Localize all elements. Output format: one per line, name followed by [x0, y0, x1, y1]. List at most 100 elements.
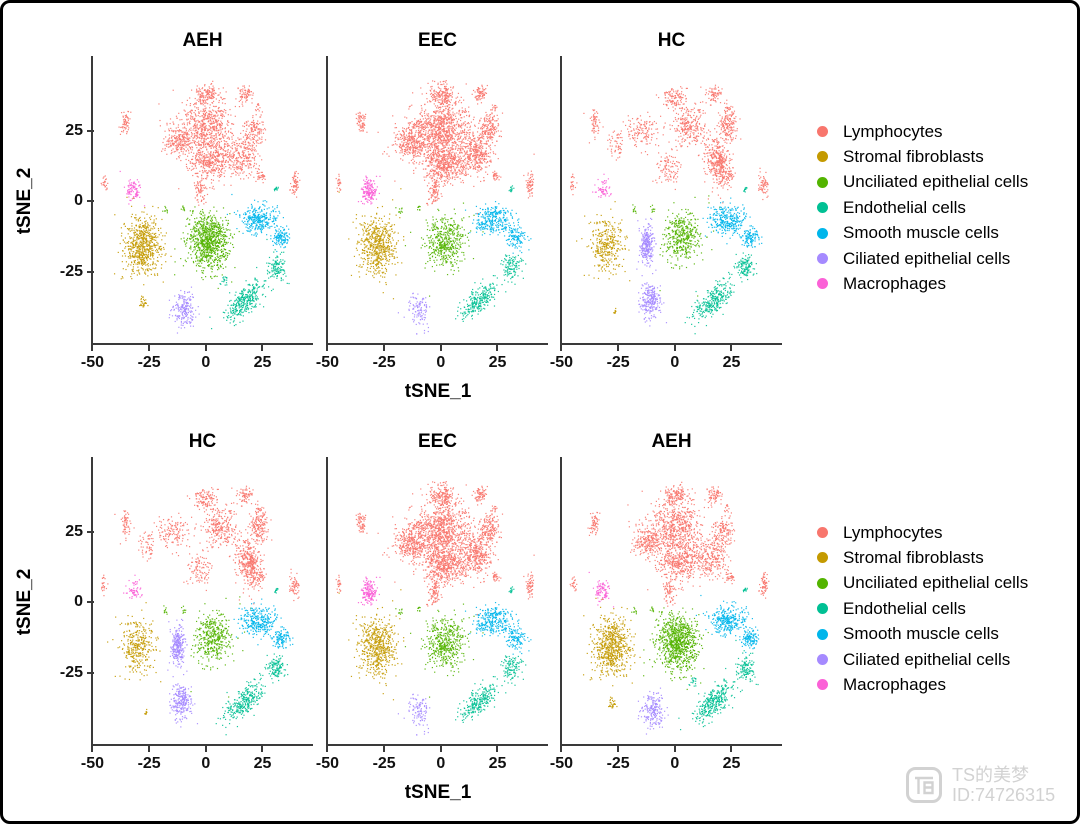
x-tick-label: -50	[315, 755, 340, 772]
legend-label: Stromal fibroblasts	[843, 547, 984, 567]
panel-title-hc: HC	[188, 431, 217, 452]
legend-swatch	[817, 202, 828, 214]
y-tick-mark	[87, 530, 94, 533]
x-tick-mark	[91, 345, 94, 351]
x-tick-label: -25	[372, 755, 396, 772]
watermark-name: TS的美梦	[952, 765, 1030, 785]
x-axis-line	[560, 744, 782, 746]
x-tick-label: 0	[201, 755, 211, 772]
y-axis-label: tSNE_2	[14, 568, 35, 636]
x-tick-label: -50	[549, 354, 574, 371]
x-tick-mark	[261, 345, 264, 351]
panel-title-eec: EEC	[417, 30, 458, 51]
x-tick-label: -50	[80, 354, 105, 371]
legend-label: Smooth muscle cells	[843, 624, 999, 644]
x-tick-label: 0	[201, 354, 211, 371]
tsne-scatter-aeh	[561, 457, 782, 744]
x-tick-label: 25	[488, 755, 507, 772]
panel-title-hc: HC	[657, 30, 686, 51]
y-tick-mark	[87, 200, 94, 202]
x-tick-label: -25	[606, 354, 630, 371]
legend-swatch	[817, 278, 828, 290]
x-tick-mark	[439, 345, 442, 351]
y-tick-label: 25	[65, 522, 83, 540]
legend-label: Endothelial cells	[843, 598, 966, 618]
legend-label: Macrophages	[843, 273, 947, 293]
panel-title-eec: EEC	[417, 431, 458, 452]
legend-swatch	[817, 654, 828, 665]
x-tick-mark	[326, 746, 329, 752]
x-axis-line	[91, 343, 313, 345]
x-tick-mark	[673, 746, 676, 752]
y-tick-mark	[87, 601, 94, 603]
legend-label: Lymphocytes	[843, 522, 943, 542]
x-tick-mark	[326, 345, 329, 351]
x-tick-label: 0	[670, 354, 680, 371]
x-tick-label: -25	[137, 755, 161, 772]
watermark-id: ID:74726315	[952, 785, 1056, 805]
y-tick-label: 0	[74, 593, 83, 610]
x-tick-mark	[148, 746, 151, 752]
y-axis-line	[326, 56, 328, 345]
x-tick-label: 0	[436, 755, 446, 772]
x-tick-label: -50	[549, 755, 574, 772]
x-tick-mark	[560, 746, 563, 752]
legend-label: Lymphocytes	[843, 121, 943, 141]
watermark-logo-icon	[906, 767, 942, 803]
x-tick-label: -25	[372, 354, 396, 371]
x-axis-line	[91, 744, 313, 746]
x-axis-line	[326, 343, 548, 345]
x-axis-line	[326, 744, 548, 746]
legend-label: Endothelial cells	[843, 197, 966, 217]
x-axis-label: tSNE_1	[404, 782, 472, 803]
legend-label: Ciliated epithelial cells	[843, 649, 1011, 669]
tsne-scatter-hc	[561, 56, 782, 343]
y-axis-line	[560, 457, 562, 746]
y-axis-line	[91, 56, 93, 345]
legend-swatch	[817, 151, 828, 163]
x-tick-label: 25	[253, 354, 272, 371]
legend-swatch	[817, 552, 828, 564]
y-tick-mark	[87, 671, 94, 674]
x-tick-mark	[261, 746, 264, 752]
legend-swatch	[817, 577, 828, 589]
y-tick-mark	[87, 270, 94, 273]
tsne-scatter-eec	[327, 56, 548, 343]
tsne-scatter-aeh	[92, 56, 313, 343]
figure-grid: tSNE_2 25 0 -25 tSNE_1 AEH -50 -25 0 25 EEC -50 -25 0…	[3, 3, 1077, 821]
y-axis-label: tSNE_2	[14, 167, 35, 235]
x-tick-mark	[439, 746, 442, 752]
legend-label: Unciliated epithelial cells	[843, 172, 1029, 192]
x-tick-label: 25	[253, 755, 272, 772]
y-tick-mark	[87, 129, 94, 132]
x-tick-mark	[383, 746, 386, 752]
watermark-text: TS的美梦 ID:74726315	[952, 765, 1055, 805]
x-tick-label: 25	[488, 354, 507, 371]
legend-label: Smooth muscle cells	[843, 223, 999, 243]
x-tick-mark	[148, 345, 151, 351]
x-tick-mark	[730, 746, 733, 752]
x-tick-label: -50	[80, 755, 105, 772]
x-tick-mark	[617, 345, 620, 351]
x-tick-mark	[617, 746, 620, 752]
legend-swatch	[817, 603, 828, 615]
x-tick-mark	[496, 746, 499, 752]
legend-swatch	[817, 227, 828, 239]
legend-swatch	[817, 527, 828, 538]
panel-title-aeh: AEH	[651, 431, 692, 452]
y-tick-label: -25	[59, 262, 83, 280]
x-tick-label: 25	[722, 354, 741, 371]
legend-swatch	[817, 126, 828, 137]
legend-swatch	[817, 628, 828, 640]
x-tick-label: 0	[670, 755, 680, 772]
y-tick-label: 0	[74, 192, 83, 209]
y-axis-line	[560, 56, 562, 345]
tsne-scatter-hc	[92, 457, 313, 744]
y-axis-line	[326, 457, 328, 746]
x-axis-line	[560, 343, 782, 345]
x-tick-mark	[730, 345, 733, 351]
y-axis-line	[91, 457, 93, 746]
x-tick-mark	[204, 746, 207, 752]
legend-swatch	[817, 253, 828, 264]
watermark: TS的美梦 ID:74726315	[905, 765, 1055, 805]
